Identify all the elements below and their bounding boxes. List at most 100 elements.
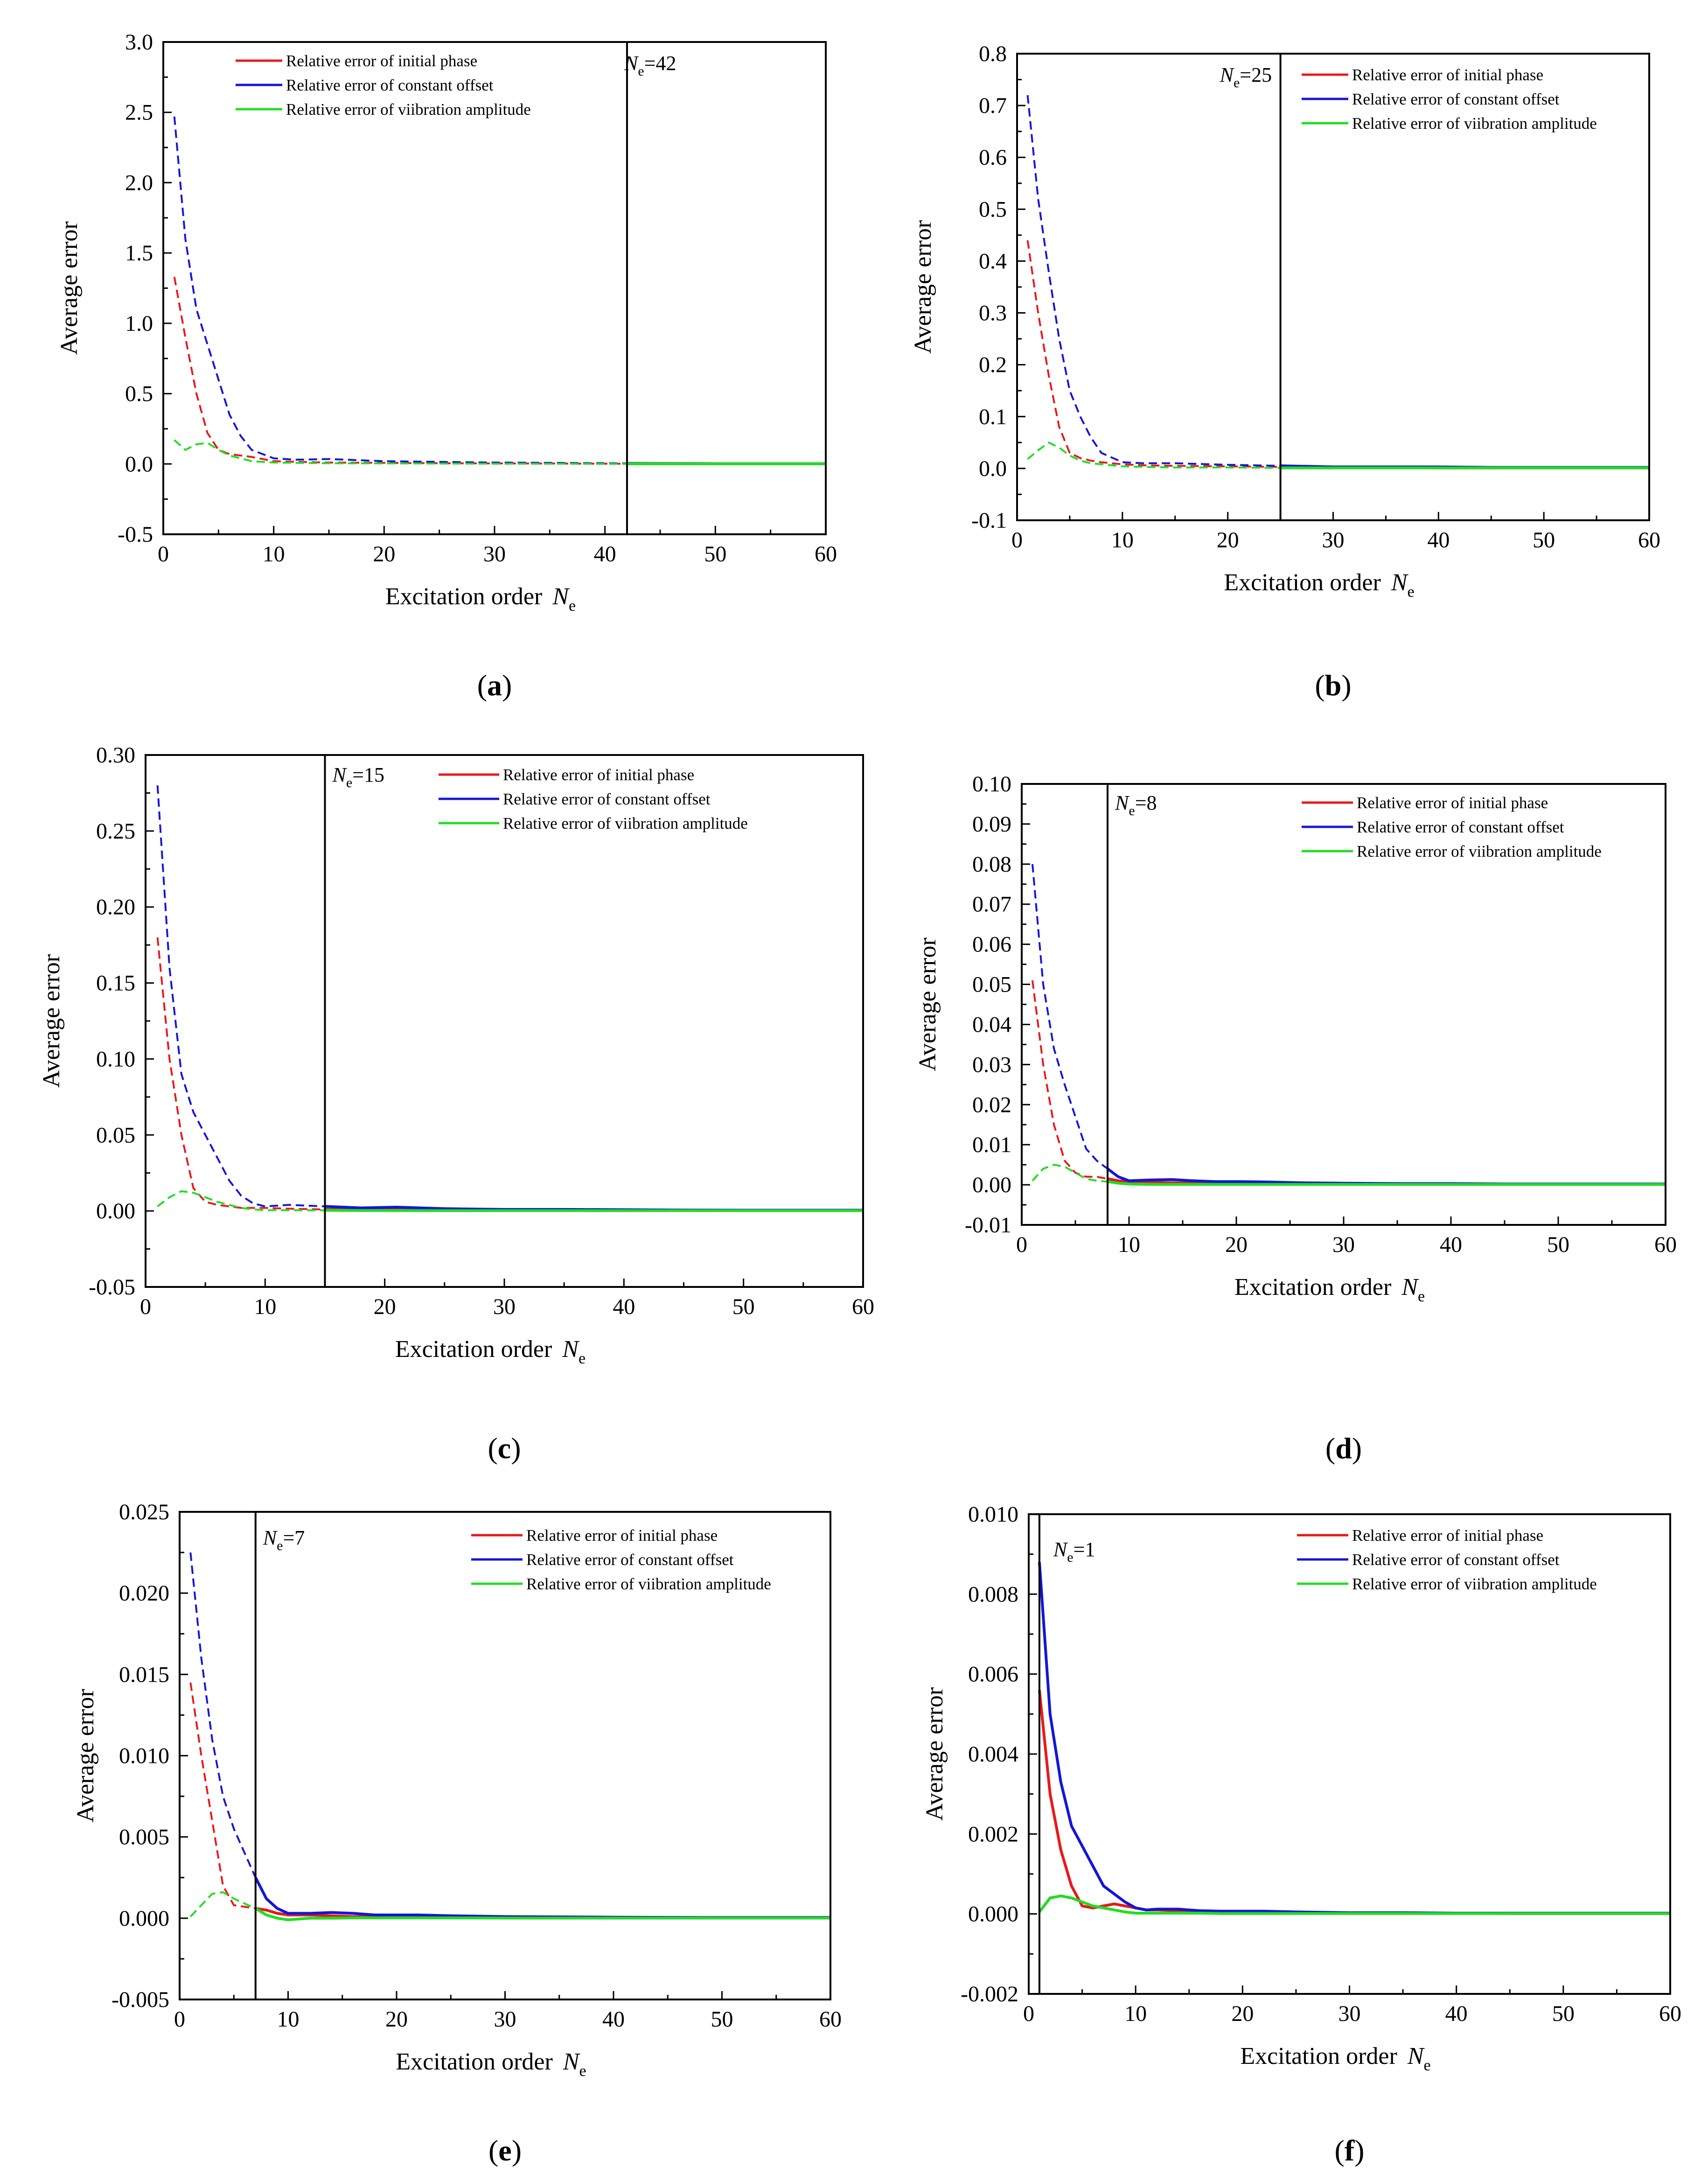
legend-label: Relative error of constant offset [1357, 818, 1564, 836]
panel-caption-f: (f) [1335, 2134, 1365, 2167]
threshold-var: N [1220, 63, 1235, 86]
y-tick-label: -0.01 [965, 1213, 1011, 1237]
y-tick-label: 0.008 [968, 1582, 1018, 1607]
x-axis-label-main: Excitation order [395, 1336, 552, 1363]
y-axis-label: Average error [72, 1689, 99, 1822]
y-axis-label: Average error [914, 937, 941, 1071]
x-tick-label: 0 [140, 1294, 151, 1319]
y-tick-label: 0.000 [968, 1902, 1018, 1927]
x-tick-label: 40 [1440, 1232, 1462, 1257]
y-tick-label: -0.1 [971, 508, 1007, 533]
threshold-value: =1 [1074, 1538, 1095, 1561]
threshold-label-c: Ne=15 [332, 763, 385, 790]
series-line-c-2 [325, 1209, 863, 1212]
series-line-b-1-dashed [1026, 95, 1281, 467]
x-tick-label: 40 [594, 542, 616, 566]
series-line-c-1-dashed [156, 785, 325, 1208]
threshold-value: =8 [1135, 791, 1157, 814]
x-tick-label: 30 [494, 2007, 516, 2032]
threshold-value: =42 [644, 52, 676, 75]
legend-label: Relative error of initial phase [526, 1526, 718, 1545]
series-line-f-2 [1038, 1894, 1670, 1915]
x-axis-label-main: Excitation order [1234, 1274, 1391, 1300]
series-line-f-1 [1038, 1562, 1670, 1915]
y-tick-label: 0.004 [968, 1742, 1018, 1767]
legend-label: Relative error of initial phase [503, 766, 694, 784]
legend-label: Relative error of constant offset [1352, 1551, 1560, 1569]
panel-caption-a: (a) [477, 669, 512, 702]
x-tick-label: 10 [1111, 528, 1134, 552]
x-tick-label: 20 [1225, 1232, 1248, 1257]
y-tick-label: 0.20 [96, 895, 135, 920]
y-tick-label: -0.05 [89, 1275, 135, 1300]
series-line-e-1-dashed [189, 1552, 257, 1878]
threshold-value: =15 [352, 763, 384, 786]
y-tick-label: 0.05 [972, 972, 1011, 997]
legend-label: Relative error of viibration amplitude [1357, 842, 1602, 860]
x-tick-label: 40 [1445, 2001, 1468, 2026]
series-line-d-1-dashed [1032, 864, 1108, 1170]
y-tick-label: 0.03 [972, 1052, 1011, 1077]
caption-close: ) [1341, 669, 1351, 702]
y-tick-label: 0.01 [972, 1132, 1011, 1157]
caption-open: ( [1315, 669, 1325, 702]
series-line-e-2-dashed [189, 1891, 256, 1917]
x-axis-label: Excitation order Ne [385, 583, 576, 615]
x-axis-label-var: N [563, 2048, 581, 2075]
legend-label: Relative error of constant offset [503, 790, 711, 808]
y-tick-label: 0.000 [119, 1906, 169, 1931]
x-axis-label-var: N [552, 583, 570, 610]
caption-close: ) [502, 669, 512, 702]
y-tick-label: 0.5 [979, 197, 1007, 222]
x-axis-label-var: N [562, 1336, 580, 1363]
y-tick-label: -0.5 [118, 522, 153, 547]
caption-open: ( [477, 669, 487, 702]
threshold-sub: e [346, 775, 352, 790]
caption-letter: f [1345, 2134, 1355, 2167]
threshold-sub: e [1234, 75, 1240, 91]
caption-letter: d [1335, 1432, 1352, 1465]
series-line-c-0-dashed [156, 937, 325, 1210]
threshold-var: N [1115, 791, 1130, 814]
x-axis-label-main: Excitation order [385, 583, 542, 610]
y-tick-label: 0.020 [119, 1581, 169, 1606]
x-axis-label-main: Excitation order [1224, 569, 1380, 596]
legend-label: Relative error of initial phase [1357, 794, 1548, 812]
legend-label: Relative error of constant offset [1352, 90, 1560, 108]
y-tick-label: 0.015 [119, 1662, 169, 1687]
x-tick-label: 20 [373, 542, 395, 566]
x-tick-label: 60 [815, 542, 837, 566]
x-axis-label-sub: e [579, 1350, 586, 1367]
x-axis-label-var: N [1401, 1274, 1419, 1300]
x-axis-label-sub: e [1424, 2057, 1431, 2074]
caption-close: ) [1354, 2134, 1364, 2167]
threshold-sub: e [638, 63, 644, 79]
y-tick-label: 0.1 [979, 405, 1007, 429]
series-line-b-2-dashed [1027, 441, 1281, 469]
y-tick-label: 0.10 [972, 772, 1011, 797]
y-tick-label: 0.10 [96, 1047, 135, 1071]
series-line-b-0-dashed [1026, 240, 1281, 468]
series-line-e-2 [255, 1907, 830, 1922]
series-line-d-1 [1107, 1167, 1666, 1186]
legend-label: Relative error of constant offset [526, 1551, 734, 1569]
caption-letter: c [498, 1432, 511, 1465]
panel-c: Ne=150 10 20 30 40 50 60-0.050.000.050.100.150… [38, 743, 874, 1465]
y-tick-label: 0.010 [119, 1744, 169, 1769]
x-tick-label: 50 [1547, 1232, 1569, 1257]
legend-label: Relative error of constant offset [286, 76, 494, 94]
panel-caption-b: (b) [1315, 669, 1351, 702]
caption-letter: a [487, 669, 502, 702]
series-line-a-0-dashed [173, 277, 627, 465]
panel-caption-e: (e) [488, 2134, 522, 2167]
series-line-f-0 [1038, 1690, 1670, 1915]
y-tick-label: 2.5 [125, 100, 153, 125]
caption-open: ( [488, 2134, 498, 2167]
x-tick-label: 20 [385, 2007, 408, 2032]
x-tick-label: 50 [704, 542, 726, 566]
threshold-label-b: Ne=25 [1220, 63, 1272, 91]
series-line-d-2-dashed [1032, 1164, 1108, 1183]
legend-label: Relative error of initial phase [286, 52, 477, 70]
y-axis-label: Average error [910, 220, 936, 354]
